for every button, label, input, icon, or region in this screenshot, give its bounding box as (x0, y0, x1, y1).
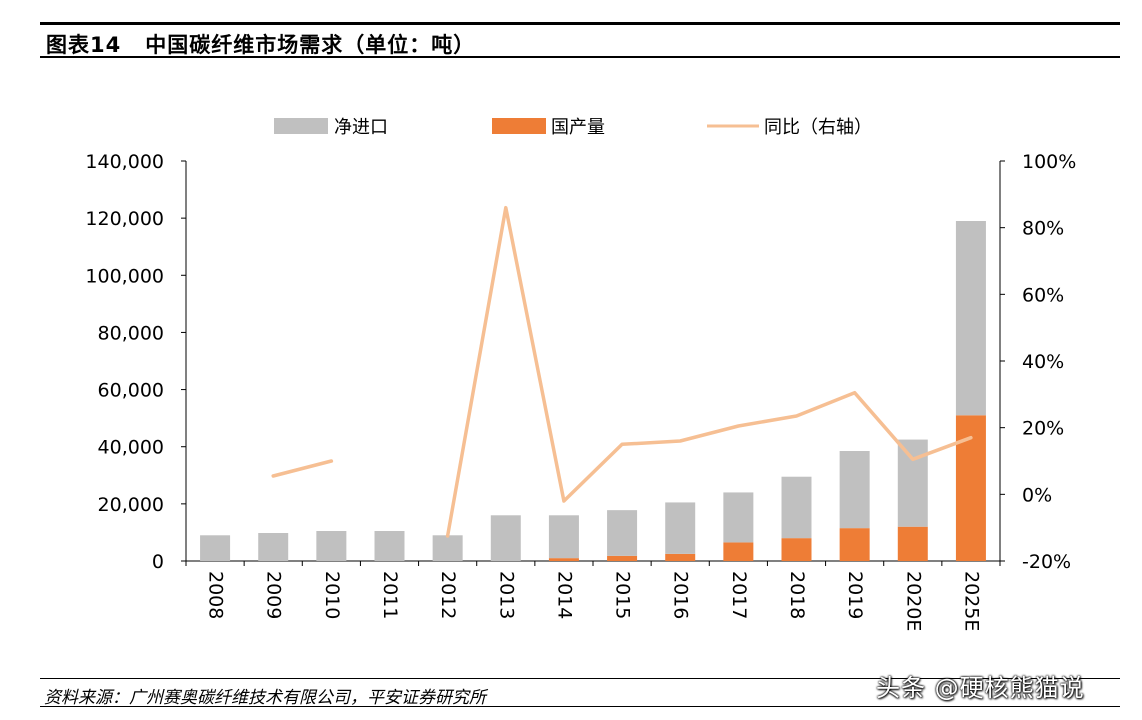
bar-import (839, 451, 870, 529)
chart: 净进口 国产量 同比（右轴） 0 20,000 40,000 60,000 80,000… (85, 117, 1076, 631)
y-right-tick-label: 0% (1022, 484, 1052, 506)
bar-import (955, 221, 986, 416)
x-tick-label: 2008 (205, 571, 227, 619)
x-tick-label: 2010 (321, 571, 343, 619)
legend-swatch-production (492, 118, 546, 134)
y-right-tick-label: -20% (1022, 551, 1071, 573)
bar-import (723, 492, 754, 543)
bar-import (200, 535, 231, 561)
legend-label-import: 净进口 (334, 117, 388, 138)
bar-production (548, 558, 579, 561)
bar-import (432, 535, 463, 561)
bar-production (839, 528, 870, 561)
source-note: 资料来源：广州赛奥碳纤维技术有限公司，平安证券研究所 (44, 688, 486, 708)
bar-production (723, 542, 754, 561)
bar-import (490, 515, 521, 561)
figure-number: 图表14 (46, 33, 122, 57)
bars (200, 221, 986, 561)
y-left-tick-label: 120,000 (85, 208, 164, 230)
bar-import (781, 476, 812, 539)
legend-label-yoy: 同比（右轴） (764, 117, 872, 138)
y-left-tick-label: 140,000 (85, 151, 164, 173)
legend-label-production: 国产量 (551, 117, 605, 138)
bar-import (374, 531, 405, 561)
y-left-tick-label: 100,000 (85, 265, 164, 287)
legend-swatch-import (274, 118, 328, 134)
yoy-line (271, 459, 334, 478)
x-tick-label: 2015 (612, 571, 634, 619)
bar-import (897, 439, 928, 527)
y-right-tick-label: 100% (1022, 151, 1076, 173)
figure-title-text: 中国碳纤维市场需求（单位：吨） (145, 33, 476, 57)
x-tick-label: 2013 (495, 571, 517, 619)
y-left-tick-label: 40,000 (98, 437, 164, 459)
footer-divider (40, 678, 1120, 679)
yoy-line-series (271, 205, 973, 538)
x-tick-label: 2017 (728, 571, 750, 619)
y-left-tick-label: 0 (152, 551, 164, 573)
y-right-tick-label: 20% (1022, 418, 1064, 440)
y-left-tick-label: 80,000 (98, 322, 164, 344)
x-tick-label: 2018 (786, 571, 808, 619)
bar-production (781, 538, 812, 561)
bar-import (258, 533, 289, 561)
bar-production (897, 526, 928, 561)
x-tick-label: 2009 (263, 571, 285, 619)
y-right-tick-label: 80% (1022, 218, 1064, 240)
watermark: 头条 @硬核熊猫说 (876, 674, 1085, 702)
y-left-tick-label: 60,000 (98, 380, 164, 402)
x-tick-label: 2016 (670, 571, 692, 619)
bar-import (316, 531, 347, 561)
bar-import (607, 510, 638, 556)
bar-production (607, 555, 638, 561)
y-right-tick-label: 40% (1022, 351, 1064, 373)
bar-import (665, 502, 696, 554)
axes: 0 20,000 40,000 60,000 80,000 100,000 120,000 1… (85, 151, 1076, 631)
yoy-line (445, 205, 973, 538)
y-right-tick-label: 60% (1022, 284, 1064, 306)
bar-production (665, 553, 696, 561)
x-tick-label: 2020E (902, 571, 924, 631)
footer-bottom-rule (40, 706, 1120, 707)
figure-title: 图表14 中国碳纤维市场需求（单位：吨） (46, 29, 475, 59)
figure-header: 图表14 中国碳纤维市场需求（单位：吨） (40, 22, 1120, 58)
x-tick-label: 2014 (553, 571, 575, 619)
x-tick-label: 2012 (437, 571, 459, 619)
x-tick-label: 2011 (379, 571, 401, 619)
y-left-tick-label: 20,000 (98, 494, 164, 516)
legend: 净进口 国产量 同比（右轴） (274, 117, 872, 138)
x-tick-label: 2025E (960, 571, 982, 631)
bar-import (548, 515, 579, 559)
x-tick-label: 2019 (844, 571, 866, 619)
